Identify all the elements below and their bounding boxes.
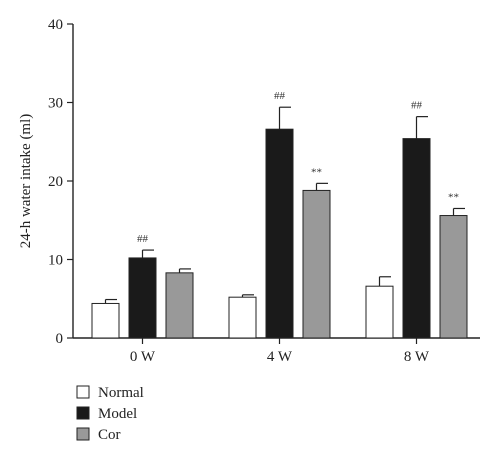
y-tick-label: 30 xyxy=(48,96,63,112)
bar-cor-0 xyxy=(165,272,194,339)
legend-label-cor: Cor xyxy=(98,427,121,443)
y-tick-label: 0 xyxy=(56,331,64,347)
x-tick-label: 0 W xyxy=(130,349,156,365)
plot-area: 0 10 20 30 40 ## 0 W ## ** 4 W ## ** 8 W xyxy=(48,17,480,365)
x-tick-label: 4 W xyxy=(267,349,293,365)
bar-model-0 xyxy=(128,257,157,339)
significance-mark: ## xyxy=(411,100,423,112)
y-axis-title: 24-h water intake (ml) xyxy=(18,114,34,249)
legend-label-normal: Normal xyxy=(98,385,144,401)
significance-mark: ## xyxy=(274,90,286,102)
legend-swatch-model xyxy=(76,406,90,420)
bar-cor-1 xyxy=(302,189,331,339)
bar-cor-2 xyxy=(439,215,468,339)
bar-normal-1 xyxy=(228,296,257,339)
y-tick-label: 20 xyxy=(48,174,63,190)
bar-normal-0 xyxy=(91,302,120,339)
bar-model-2 xyxy=(402,138,431,339)
bar-normal-2 xyxy=(365,285,394,339)
bar-model-1 xyxy=(265,128,294,339)
legend-swatch-cor xyxy=(76,427,90,441)
legend-swatch-normal xyxy=(76,385,90,399)
legend: Normal Model Cor xyxy=(76,385,144,443)
significance-mark: ** xyxy=(448,191,459,203)
y-tick-label: 40 xyxy=(48,17,63,33)
legend-label-model: Model xyxy=(98,406,137,422)
y-tick-label: 10 xyxy=(48,253,63,269)
significance-mark: ## xyxy=(137,233,149,245)
significance-mark: ** xyxy=(311,166,322,178)
x-tick-label: 8 W xyxy=(404,349,430,365)
